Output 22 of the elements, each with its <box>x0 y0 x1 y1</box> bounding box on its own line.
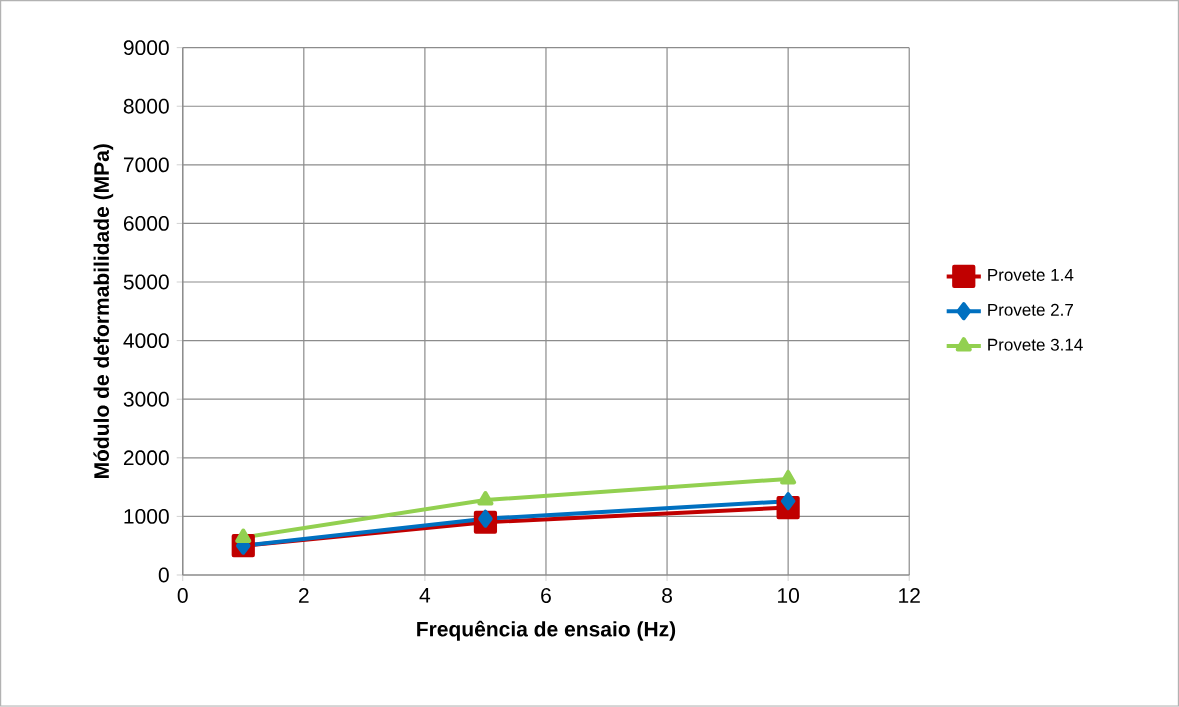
y-tick-label: 2000 <box>123 450 169 466</box>
x-tick-label: 6 <box>541 588 551 604</box>
y-tick-label: 3000 <box>123 391 169 407</box>
x-tick-label: 8 <box>662 588 672 604</box>
y-axis-title: Módulo de deformabilidade (MPa) <box>93 144 114 479</box>
x-tick-label: 10 <box>778 588 799 604</box>
x-tick-label: 12 <box>899 588 920 603</box>
x-tick-label: 2 <box>299 588 309 603</box>
x-tick-label: 4 <box>419 588 431 603</box>
y-tick-label: 4000 <box>123 333 169 349</box>
x-tick-label: 0 <box>177 588 188 604</box>
legend-label: Provete 2.7 <box>988 303 1073 316</box>
legend-label: Provete 3.14 <box>988 338 1083 351</box>
y-tick-label: 5000 <box>123 274 169 290</box>
x-axis-title: Frequência de ensaio (Hz) <box>417 620 676 641</box>
legend-label: Provete 1.4 <box>988 269 1074 282</box>
y-tick-label: 8000 <box>123 98 169 114</box>
y-tick-label: 1000 <box>124 509 169 524</box>
y-tick-label: 0 <box>158 567 169 583</box>
y-tick-label: 7000 <box>123 157 169 173</box>
y-tick-label: 6000 <box>123 216 169 232</box>
y-tick-label: 9000 <box>123 40 169 56</box>
